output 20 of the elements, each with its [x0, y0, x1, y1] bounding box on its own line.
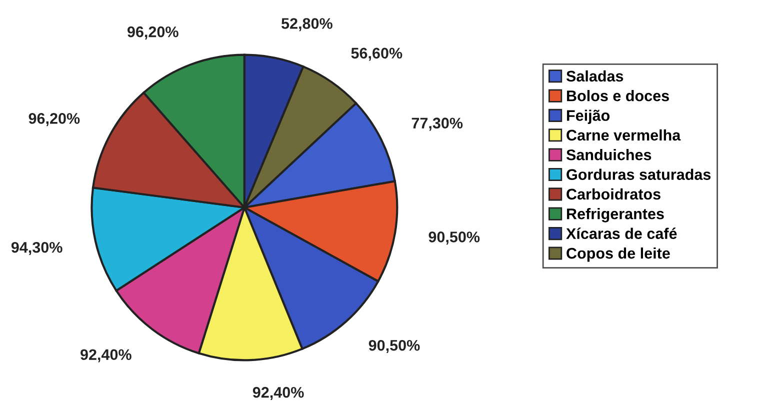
data-label: 96,20% [128, 26, 178, 40]
data-label: 56,60% [351, 48, 402, 61]
legend-label: Xícaras de café [566, 228, 677, 240]
legend-label: Saladas [566, 70, 624, 82]
legend-label: Bolos e doces [567, 90, 669, 102]
data-label: 92,40% [252, 386, 304, 400]
data-label: 92,40% [80, 349, 132, 362]
legend-label: Carboidratos [566, 188, 660, 200]
legend-label: Gorduras saturadas [566, 168, 711, 180]
data-label: 90,50% [428, 232, 480, 245]
data-label: 52,80% [282, 18, 332, 32]
legend-label: Carne vermelha [566, 129, 681, 141]
legend-label: Feijão [567, 110, 610, 124]
legend-label: Copos de leite [566, 247, 670, 262]
legend-label: Sanduiches [566, 149, 652, 160]
data-label: 94,30% [11, 242, 62, 255]
legend-label: Refrigerantes [567, 208, 664, 222]
data-label: 90,50% [368, 340, 420, 353]
data-label: 96,20% [28, 113, 80, 126]
data-label: 77,30% [412, 118, 463, 131]
